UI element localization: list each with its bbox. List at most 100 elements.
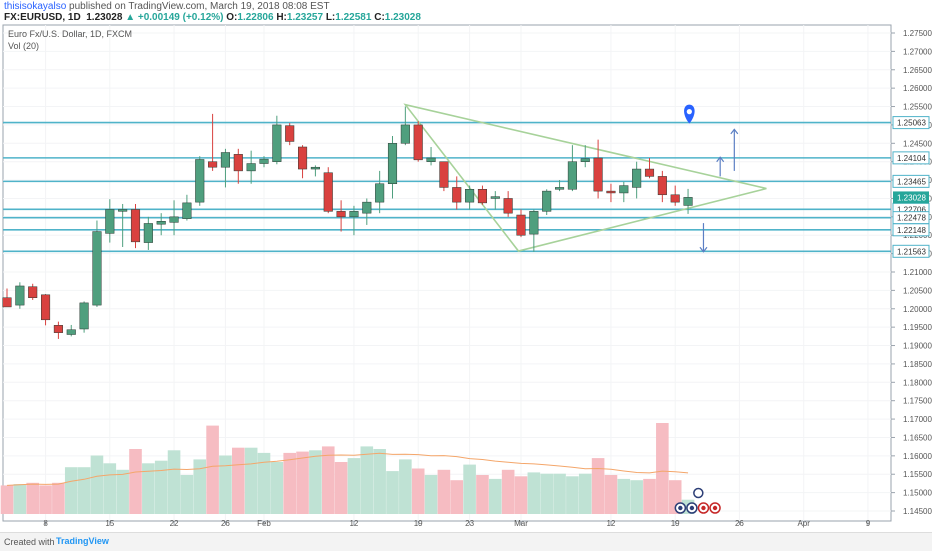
volume-bar xyxy=(399,459,412,514)
candle-body xyxy=(632,168,642,188)
volume-bar xyxy=(64,467,78,514)
price-chart[interactable]: 1.27500 1.27000 1.26500 1.26000 1.25500 1.250… xyxy=(0,22,932,532)
volume-bar xyxy=(656,423,669,514)
volume-bar xyxy=(232,447,245,514)
footer: Created with TradingView xyxy=(0,532,932,551)
candle-body xyxy=(28,286,38,298)
event-flag-icon xyxy=(693,487,704,499)
volume-label: Vol (20) xyxy=(8,41,39,51)
price-axis[interactable]: 1.27500 1.27000 1.26500 1.26000 1.25500 1.250… xyxy=(891,29,932,516)
volume-bar xyxy=(527,472,541,514)
series-title: Euro Fx/U.S. Dollar, 1D, FXCM xyxy=(8,29,132,39)
author-link[interactable]: thisisokayalso xyxy=(4,1,67,12)
high-label: H: xyxy=(276,12,287,23)
price-tick-label: 1.18000 xyxy=(903,378,932,387)
price-tick-label: 1.15000 xyxy=(903,489,932,498)
price-tick-label: 1.19000 xyxy=(903,342,932,351)
candle-body xyxy=(362,201,372,214)
price-tick-label: 1.15500 xyxy=(903,470,932,479)
low-value: 1.22581 xyxy=(335,12,372,23)
time-tick-label: 12 xyxy=(606,519,615,528)
candle-body xyxy=(220,152,230,168)
volume-bar xyxy=(13,484,27,514)
volume-bar xyxy=(296,451,309,514)
volume-bar xyxy=(321,446,335,514)
candle-body xyxy=(259,158,269,164)
volume-ma xyxy=(6,452,689,486)
level-badge xyxy=(892,151,930,165)
volume-bar xyxy=(142,463,155,514)
candle-body xyxy=(53,325,63,333)
price-tick-label: 1.26000 xyxy=(903,84,932,93)
volume-bar xyxy=(154,460,168,514)
pin-marker[interactable] xyxy=(684,104,695,124)
volume-bar xyxy=(489,478,502,514)
time-tick-label: 26 xyxy=(221,519,230,528)
price-change: +0.00149 (+0.12%) xyxy=(137,12,224,23)
event-icons[interactable] xyxy=(674,487,721,514)
time-tick-label: 9 xyxy=(866,519,871,528)
candle-body xyxy=(92,231,102,306)
level-badge-label: 1.24104 xyxy=(897,154,926,163)
map-pin-hole xyxy=(686,109,692,115)
level-badge-label: 1.21563 xyxy=(897,247,926,256)
close-value: 1.23028 xyxy=(384,12,421,23)
candle-body xyxy=(156,221,166,225)
volume-bar xyxy=(167,450,181,514)
volume-bar xyxy=(360,446,374,514)
volume-bar xyxy=(0,485,14,514)
tradingview-logo[interactable]: TradingView xyxy=(56,536,109,546)
candle-body xyxy=(105,209,115,234)
candle-body xyxy=(426,157,436,162)
current-price-badge xyxy=(893,191,929,204)
candle-body xyxy=(336,211,346,218)
volume-bar xyxy=(553,473,566,514)
volume-bar xyxy=(244,447,258,514)
time-axis[interactable]: 8 15 22 26 Feb 12 19 23 Mar 12 19 26 Apr 9 xyxy=(43,519,870,528)
candle-body xyxy=(310,166,320,170)
volume-bar xyxy=(617,478,631,514)
time-tick-label: 23 xyxy=(465,519,474,528)
volume-bar xyxy=(347,458,361,514)
volume-bar xyxy=(206,425,219,514)
symbol-line: FX:EURUSD, 1D 1.23028 ▲ +0.00149 (+0.12%… xyxy=(4,12,421,23)
volume-bar xyxy=(270,462,284,514)
price-tick-label: 1.27000 xyxy=(903,47,932,56)
candle-body xyxy=(272,124,282,162)
candle-body xyxy=(233,154,243,172)
low-label: L: xyxy=(325,12,336,23)
volume-bar xyxy=(90,455,104,514)
high-value: 1.23257 xyxy=(286,12,324,23)
candle-body xyxy=(2,297,12,308)
candle-body xyxy=(195,159,205,203)
price-tick-label: 1.20000 xyxy=(903,305,932,314)
candle-body xyxy=(41,294,51,321)
candle-body xyxy=(619,185,629,194)
volume-bar xyxy=(424,475,438,514)
candle-body xyxy=(375,183,385,203)
close-label: C: xyxy=(374,12,385,23)
volume-bar xyxy=(283,452,296,514)
volume-bar xyxy=(116,469,129,514)
volume-bars xyxy=(0,423,695,514)
volume-bar xyxy=(540,473,553,514)
volume-bar xyxy=(103,463,117,514)
volume-bar xyxy=(604,475,618,514)
price-tick-label: 1.20500 xyxy=(903,286,932,295)
time-tick-label: Feb xyxy=(257,519,271,528)
plot-area[interactable] xyxy=(2,24,892,522)
arrow-drawings[interactable] xyxy=(699,128,739,253)
level-badge xyxy=(892,116,930,130)
volume-bar xyxy=(450,480,464,514)
volume-bar xyxy=(514,476,528,514)
price-tick-label: 1.24500 xyxy=(903,139,932,148)
level-badge-label: 1.25063 xyxy=(897,119,926,128)
price-tick-label: 1.19500 xyxy=(903,323,932,332)
triangle-drawing[interactable] xyxy=(403,103,767,252)
open-value: 1.22806 xyxy=(237,12,274,23)
volume-ma-line xyxy=(6,452,689,486)
candle-body xyxy=(580,158,590,162)
volume-bar xyxy=(643,478,656,514)
candle-body xyxy=(606,190,616,194)
volume-bar xyxy=(386,471,399,514)
